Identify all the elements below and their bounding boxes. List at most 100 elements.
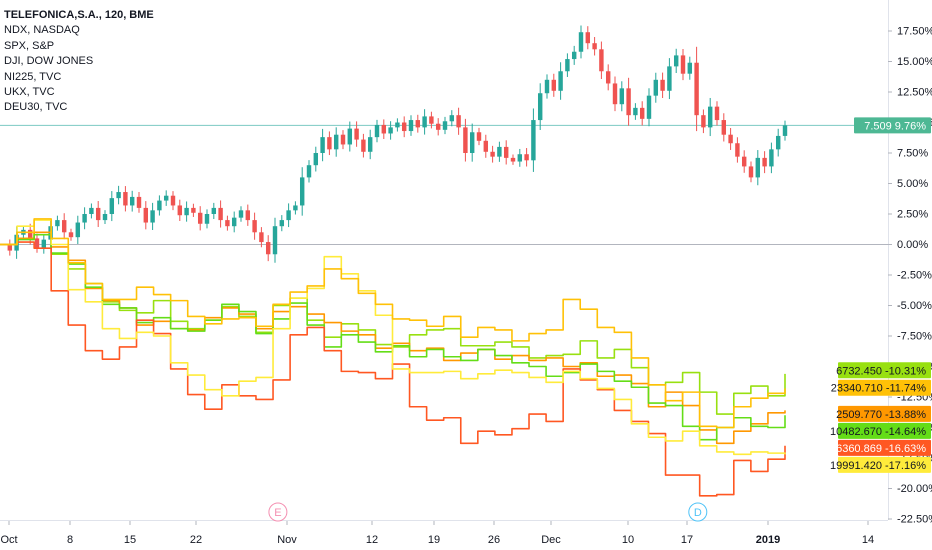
candle-body [347,128,353,145]
candle-body [395,122,400,128]
legend-item-ndx[interactable]: NDX, NASDAQ [4,24,80,37]
y-tick-label: -5.00% [897,300,932,312]
candle-body [483,140,489,152]
candle-body [490,151,495,157]
series-last-value-dji: 10482.670 -14.64% [830,422,931,439]
candle-body [252,220,257,233]
candle-body [782,125,788,136]
series-last-value-deu30: 23340.710 -11.74% [831,379,931,396]
x-tick-label: 14 [862,534,874,546]
main-last-value-label: 7.509 9.76% [854,117,931,134]
y-tick-label: 7.50% [897,148,928,160]
candle-body [673,55,679,67]
candle-body [320,137,325,153]
candle-body [578,32,584,52]
candle-body [435,123,441,130]
candle-body [177,205,183,216]
candle-body [728,134,733,144]
x-tick-label: 15 [124,534,136,546]
candle-body [667,66,672,91]
x-tick-label: 8 [67,534,73,546]
last-value-labels: 7.509 9.76% 6732.450 -10.31% 23340.710 -11… [830,117,931,473]
candle-body [286,210,291,221]
candle-body [374,124,380,138]
candle-body [571,51,577,60]
candle-body [313,153,319,166]
candle-body [531,120,536,161]
candle-body [735,143,740,157]
y-tick-label: -22.50% [897,514,932,526]
series-last-value-spx-text: 2509.770 -13.88% [836,409,926,421]
candle-body [612,83,618,105]
candle-body [694,62,699,116]
series-last-value-dji-text: 10482.670 -14.64% [830,426,926,438]
candle-body [456,115,461,128]
candle-body [354,128,359,140]
candle-body [497,146,502,157]
candle-body [306,165,312,178]
legend-item-deu30[interactable]: DEU30, TVC [4,101,68,114]
candle-body [184,207,189,216]
series-legend: TELEFONICA,S.A., 120, BME NDX, NASDAQ SP… [4,8,154,116]
candle-body [707,106,713,128]
candle-body [599,49,604,72]
candle-body [626,88,631,116]
candle-body [7,244,13,251]
candle-body [259,232,264,243]
x-tick-label: Nov [277,534,297,546]
x-tick-label: 10 [622,534,634,546]
candle-body [293,205,298,211]
time-scale[interactable]: Oct 8 15 22 Nov 12 19 26 Dec 10 17 2019 14 [0,521,874,546]
candle-body [422,116,427,128]
y-tick-label: 17.50% [897,26,932,38]
candle-body [565,59,570,72]
candle-body [605,71,611,84]
y-tick-label: 0.00% [897,239,928,251]
series-last-value-deu30-text: 23340.710 -11.74% [831,383,926,395]
candle-body [401,122,407,132]
candle-body [279,220,285,227]
candle-body [333,134,339,150]
series-last-value-ni225: 6360.869 -16.63% [836,439,931,456]
candle-body [238,210,244,218]
x-tick-label: 17 [681,534,693,546]
candle-body [95,207,101,221]
comparison-series-lines [0,218,786,497]
legend-item-ukx[interactable]: UKX, TVC [4,86,55,99]
legend-item-dji[interactable]: DJI, DOW JONES [4,55,94,68]
event-marker-label: D [694,507,702,519]
y-tick-label: 15.00% [897,56,932,68]
series-last-value-ukx: 19991.420 -17.16% [830,456,931,473]
series-last-value-ndx-text: 6732.450 -10.31% [836,365,926,377]
telefonica-candles [7,25,788,263]
legend-main-symbol[interactable]: TELEFONICA,S.A., 120, BME [4,9,154,21]
series-line-deu30 [0,218,786,429]
candle-body [265,242,271,255]
candle-body [660,79,665,91]
candle-body [748,166,754,178]
candle-body [197,212,203,224]
candle-body [585,32,591,44]
x-tick-label: 22 [190,534,202,546]
series-last-value-ni225-text: 6360.869 -16.63% [836,443,926,455]
main-last-value-label-text: 7.509 9.76% [864,120,926,132]
candle-body [721,120,727,135]
legend-item-ni225[interactable]: NI225, TVC [4,70,62,83]
y-tick-label: 5.00% [897,178,928,190]
candle-body [340,134,346,145]
x-tick-label: Oct [0,534,17,546]
candle-body [272,226,278,255]
candle-body [75,222,81,238]
candle-body [680,55,686,74]
candle-body [476,132,482,141]
candle-body [524,154,529,161]
candle-body [388,127,393,134]
candle-body [408,120,414,132]
candle-body [218,207,223,221]
candle-body [367,137,373,152]
candle-body [714,106,720,121]
candle-body [592,43,597,50]
candle-body [469,132,475,153]
legend-item-spx[interactable]: SPX, S&P [4,39,55,52]
